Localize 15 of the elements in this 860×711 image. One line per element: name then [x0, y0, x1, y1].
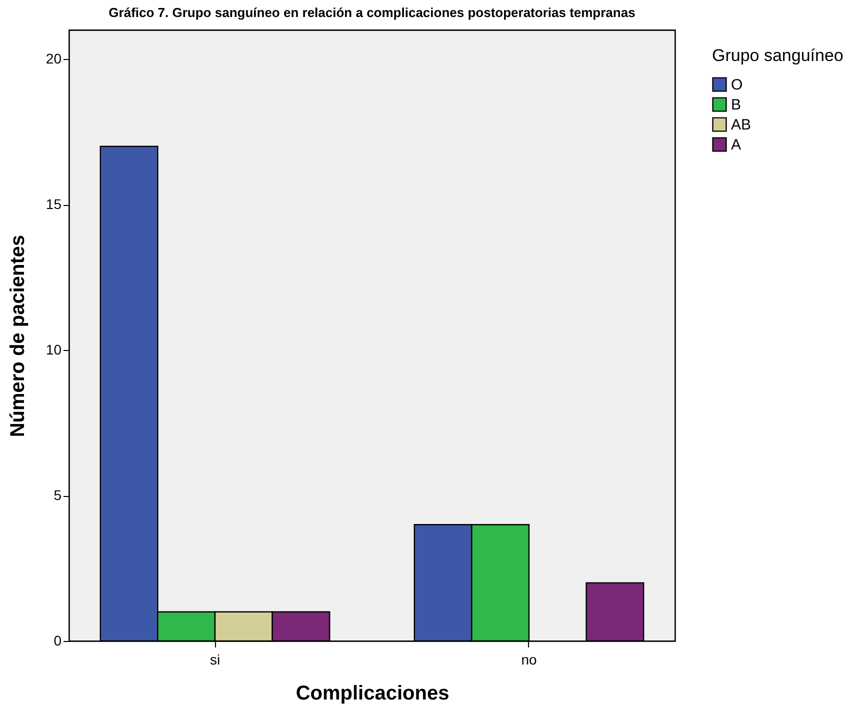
- x-tick-label: no: [521, 652, 537, 668]
- legend-label: O: [731, 76, 743, 94]
- y-tick-label: 10: [46, 342, 62, 358]
- y-tick-label: 15: [46, 196, 62, 212]
- legend-label: AB: [731, 116, 752, 134]
- y-tick-label: 20: [46, 50, 62, 67]
- x-axis-title: Complicaciones: [296, 682, 450, 704]
- y-axis-title: Número de pacientes: [6, 234, 29, 438]
- y-tick-label: 0: [54, 632, 62, 648]
- legend-label: A: [731, 136, 742, 154]
- legend-title: Grupo sanguíneo: [712, 46, 844, 65]
- legend-label: B: [731, 96, 742, 114]
- x-tick-label: si: [210, 652, 220, 668]
- chart-title: Gráfico 7. Grupo sanguíneo en relación a complicaciones postoperatorias tempranas: [108, 5, 636, 20]
- y-tick-label: 5: [54, 487, 62, 504]
